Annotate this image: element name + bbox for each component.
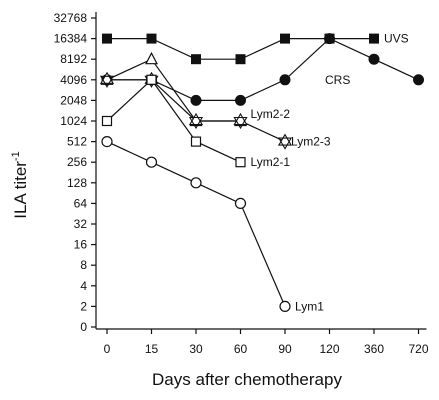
series-line-lym2-2 bbox=[106, 58, 241, 122]
marker-lym2-1 bbox=[101, 115, 113, 127]
x-tick-label: 15 bbox=[145, 342, 159, 356]
series-group bbox=[99, 33, 424, 312]
marker-lym2-2 bbox=[145, 51, 158, 65]
marker-lym1 bbox=[145, 156, 158, 168]
y-tick-label: 256 bbox=[67, 155, 87, 169]
y-tick-label: 8192 bbox=[60, 52, 87, 66]
x-tick-label: 360 bbox=[364, 342, 384, 356]
y-axis-title: ILA titer-1 bbox=[10, 151, 30, 218]
x-tick-label: 90 bbox=[278, 342, 292, 356]
marker-lym2-1 bbox=[190, 136, 202, 147]
x-tick-label: 30 bbox=[189, 342, 203, 356]
series-label-crs: CRS bbox=[325, 73, 350, 87]
y-tick-label: 512 bbox=[67, 135, 87, 149]
series-label-uvs: UVS bbox=[384, 32, 409, 46]
y-axis-title-main: ILA titer bbox=[11, 161, 30, 219]
y-tick-label: 32768 bbox=[54, 11, 88, 25]
marker-uvs bbox=[369, 33, 379, 44]
series-line-crs bbox=[107, 37, 419, 102]
marker-uvs bbox=[191, 54, 201, 65]
y-tick-label: 4 bbox=[80, 279, 87, 293]
y-tick-label: 16 bbox=[74, 238, 88, 252]
marker-crs bbox=[413, 74, 424, 86]
marker-lym2-3 bbox=[233, 116, 248, 130]
x-tick-label: 60 bbox=[234, 342, 248, 356]
marker-crs bbox=[190, 94, 202, 106]
y-tick-label: 2048 bbox=[60, 93, 87, 107]
series-line-lym2-1 bbox=[106, 78, 241, 163]
series-label-lym2-2: Lym2-2 bbox=[251, 107, 291, 121]
marker-lym2-3 bbox=[233, 112, 248, 126]
y-tick-label: 2 bbox=[80, 299, 87, 313]
series-label-lym2-3: Lym2-3 bbox=[291, 135, 331, 149]
x-axis-title: Days after chemotherapy bbox=[152, 370, 342, 389]
series-label-lym1: Lym1 bbox=[295, 299, 324, 313]
y-tick-label: 8 bbox=[80, 258, 87, 272]
marker-lym2-3 bbox=[99, 75, 115, 88]
y-tick-label: 1024 bbox=[60, 114, 87, 128]
marker-lym1 bbox=[190, 177, 202, 189]
y-tick-label: 128 bbox=[67, 176, 87, 190]
marker-lym2-3 bbox=[188, 116, 204, 130]
y-tick-label: 16384 bbox=[54, 32, 88, 46]
marker-crs bbox=[368, 53, 380, 65]
y-tick-label: 4096 bbox=[60, 73, 87, 87]
ticks: 0 2 4 8 16 32 64 128 256 512 1024 2048 4096 8192 16384… bbox=[54, 11, 429, 356]
marker-uvs bbox=[146, 33, 157, 44]
marker-uvs bbox=[102, 33, 112, 44]
marker-lym2-3 bbox=[277, 137, 293, 150]
marker-crs bbox=[279, 74, 291, 86]
marker-crs bbox=[235, 94, 246, 106]
x-tick-label: 0 bbox=[104, 342, 111, 356]
marker-lym1 bbox=[234, 197, 247, 209]
y-tick-label: 64 bbox=[74, 196, 88, 210]
y-tick-label: 32 bbox=[74, 217, 88, 231]
x-tick-label: 120 bbox=[319, 342, 339, 356]
x-tick-label: 720 bbox=[408, 342, 428, 356]
marker-lym1 bbox=[101, 136, 113, 148]
marker-uvs bbox=[280, 33, 290, 44]
marker-lym1 bbox=[279, 300, 291, 312]
marker-crs bbox=[324, 33, 335, 45]
marker-lym2-1 bbox=[235, 157, 246, 168]
y-axis-title-superscript: -1 bbox=[10, 151, 22, 161]
marker-uvs bbox=[235, 54, 246, 65]
marker-lym2-1 bbox=[146, 74, 157, 85]
series-label-lym2-1: Lym2-1 bbox=[251, 155, 291, 169]
y-tick-label: 0 bbox=[80, 320, 87, 334]
